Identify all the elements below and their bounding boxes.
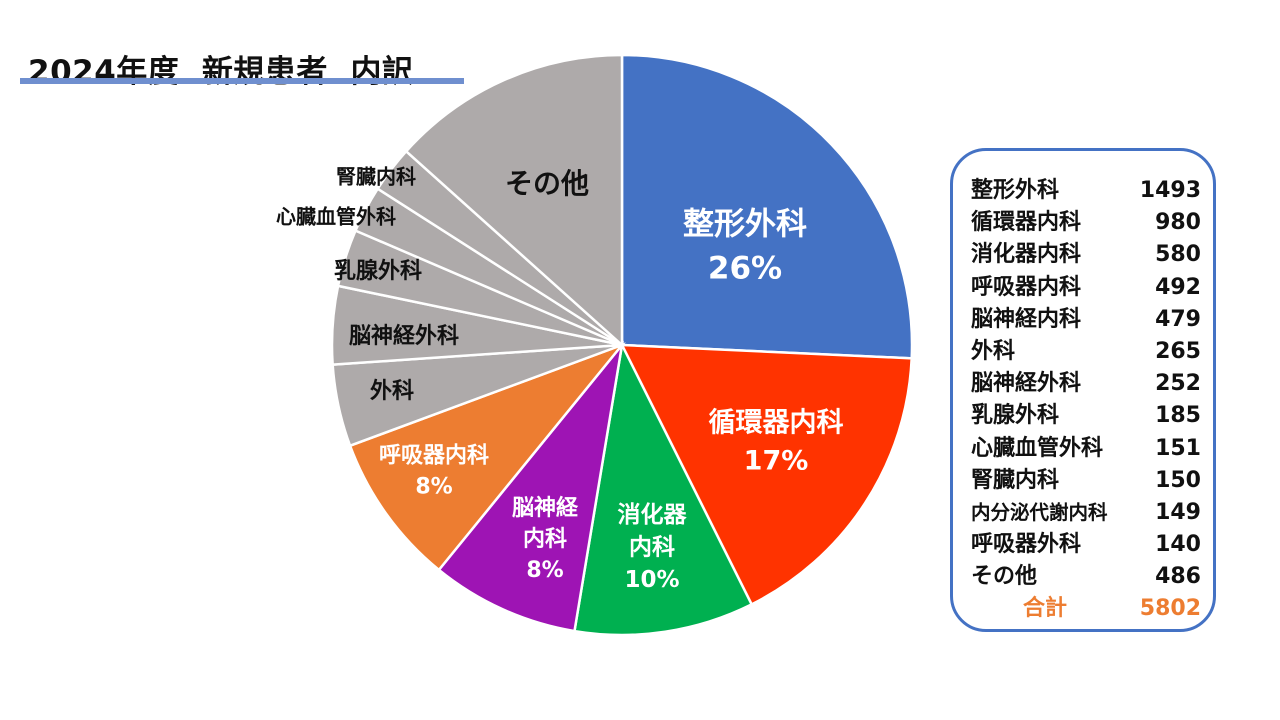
slice-label: 循環器内科 <box>709 407 844 438</box>
legend-value: 150 <box>1155 467 1201 493</box>
slice-label: その他 <box>505 167 589 200</box>
legend-name: 外科 <box>971 338 1016 364</box>
slice-label: 心臓血管外科 <box>276 205 396 229</box>
legend-name: 整形外科 <box>971 178 1060 203</box>
legend-value: 486 <box>1155 564 1201 590</box>
legend-value: 492 <box>1155 274 1201 300</box>
pie-slice <box>437 340 625 633</box>
legend-row: 消化器内科 580 <box>971 239 1201 271</box>
legend-rows: 整形外科 1493 循環器内科 980 消化器内科 580 呼吸器内科 492 … <box>971 175 1201 626</box>
legend-name: 脳神経内科 <box>971 306 1082 332</box>
pie-slice <box>619 343 913 607</box>
legend-name: 心臓血管外科 <box>971 435 1104 461</box>
chart-title: 2024年度 新規患者 内訳 <box>28 54 414 90</box>
legend-total-value: 5802 <box>1139 596 1201 622</box>
slice-label: 呼吸器内科 <box>379 443 489 468</box>
legend-name: 腎臓内科 <box>971 467 1060 493</box>
slice-label: 内科 <box>629 535 675 561</box>
pie-slice <box>620 53 914 360</box>
pie-slice <box>348 342 626 572</box>
pie-slice <box>573 340 754 637</box>
slice-label: 内科 <box>523 527 567 552</box>
legend-row: 乳腺外科 185 <box>971 400 1201 432</box>
legend-name: 内分泌代謝内科 <box>971 500 1108 524</box>
legend-row: 整形外科 1493 <box>971 175 1201 207</box>
legend-row: 内分泌代謝内科 149 <box>971 497 1201 529</box>
legend-box: 整形外科 1493 循環器内科 980 消化器内科 580 呼吸器内科 492 … <box>950 148 1216 632</box>
legend-name: 呼吸器内科 <box>971 274 1082 300</box>
legend-row: 外科 265 <box>971 336 1201 368</box>
legend-value: 252 <box>1155 371 1201 397</box>
legend-row: 呼吸器外科 140 <box>971 529 1201 561</box>
legend-row: 脳神経内科 479 <box>971 304 1201 336</box>
slice-label: 乳腺外科 <box>334 258 422 284</box>
legend-name: 消化器内科 <box>971 242 1082 268</box>
legend-row: その他 486 <box>971 561 1201 593</box>
legend-value: 185 <box>1155 403 1201 429</box>
legend-value: 980 <box>1155 210 1201 236</box>
legend-total-row: 合計 5802 <box>971 593 1201 625</box>
legend-row: 心臓血管外科 151 <box>971 433 1201 465</box>
legend-total-label: 合計 <box>1023 596 1068 622</box>
slice-label: 脳神経 <box>512 495 579 521</box>
legend-row: 呼吸器内科 492 <box>971 272 1201 304</box>
legend-value: 479 <box>1155 306 1201 332</box>
slice-label: 外科 <box>370 378 414 404</box>
legend-row: 腎臓内科 150 <box>971 465 1201 497</box>
slice-percent-label: 10% <box>624 567 679 593</box>
legend-name: 呼吸器外科 <box>971 532 1082 558</box>
chart-title-block: 2024年度 新規患者 内訳 <box>20 44 464 90</box>
legend-name: その他 <box>971 564 1038 590</box>
legend-value: 1493 <box>1139 178 1201 203</box>
legend-name: 脳神経外科 <box>971 371 1082 397</box>
title-underline <box>20 78 464 84</box>
slice-percent-label: 26% <box>708 251 782 287</box>
legend-row: 脳神経外科 252 <box>971 368 1201 400</box>
slice-label: 脳神経外科 <box>349 323 459 349</box>
legend-value: 149 <box>1155 499 1201 525</box>
slice-percent-label: 8% <box>415 475 452 500</box>
legend-value: 580 <box>1155 242 1201 268</box>
legend-name: 循環器内科 <box>971 210 1082 236</box>
legend-value: 265 <box>1155 338 1201 364</box>
slice-label: 整形外科 <box>683 207 807 243</box>
slice-label: 消化器 <box>618 501 688 528</box>
slice-label: 腎臓内科 <box>336 165 416 189</box>
pie-slice <box>404 53 624 348</box>
legend-value: 151 <box>1155 435 1201 461</box>
legend-row: 循環器内科 980 <box>971 207 1201 239</box>
legend-value: 140 <box>1155 532 1201 558</box>
slice-percent-label: 8% <box>526 558 563 583</box>
slice-percent-label: 17% <box>744 446 809 477</box>
legend-name: 乳腺外科 <box>971 403 1060 429</box>
